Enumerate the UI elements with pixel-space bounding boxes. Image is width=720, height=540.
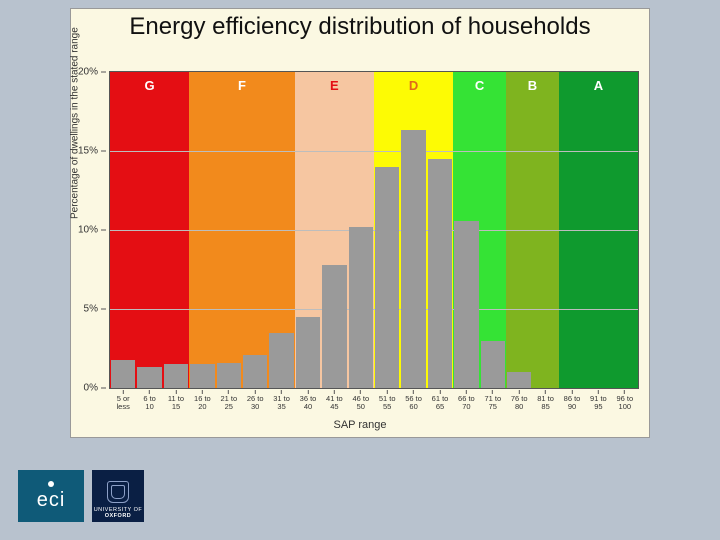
band-label-B: B: [506, 78, 559, 93]
plot-wrap: GFEDCBA0%5%10%15%20%5 orless6 to1011 to1…: [109, 71, 639, 389]
gridline: [110, 309, 638, 310]
x-tick: 66 to70: [453, 388, 479, 411]
histogram-bar: [137, 367, 161, 388]
x-tick: 61 to65: [427, 388, 453, 411]
oxford-crest-icon: [107, 481, 129, 503]
oxford-logo: UNIVERSITY OF OXFORD: [92, 470, 144, 522]
eci-logo: eci: [18, 470, 84, 522]
histogram-bar: [243, 355, 267, 388]
histogram-bar: [428, 159, 452, 388]
histogram-bar: [217, 363, 241, 388]
band-label-A: A: [559, 78, 638, 93]
x-tick: 16 to20: [189, 388, 215, 411]
histogram-bar: [296, 317, 320, 388]
x-tick: 91 to95: [585, 388, 611, 411]
x-tick: 96 to100: [612, 388, 638, 411]
x-tick: 56 to60: [400, 388, 426, 411]
chart-title: Energy efficiency distribution of househ…: [71, 9, 649, 41]
eci-dot-icon: [48, 481, 54, 487]
band-label-C: C: [453, 78, 506, 93]
band-label-G: G: [110, 78, 189, 93]
y-tick: 5%: [84, 304, 110, 315]
y-tick: 15%: [78, 146, 110, 157]
x-tick: 36 to40: [295, 388, 321, 411]
x-tick: 51 to55: [374, 388, 400, 411]
x-tick: 5 orless: [110, 388, 136, 411]
y-tick: 10%: [78, 225, 110, 236]
x-tick: 41 to45: [321, 388, 347, 411]
histogram-bar: [507, 372, 531, 388]
histogram-bar: [164, 364, 188, 388]
x-tick: 71 to75: [480, 388, 506, 411]
histogram-bar: [111, 360, 135, 388]
histogram-bar: [401, 130, 425, 388]
eci-logo-text: eci: [37, 489, 66, 512]
band-label-D: D: [374, 78, 453, 93]
gridline: [110, 151, 638, 152]
x-tick: 81 to85: [532, 388, 558, 411]
x-tick: 31 to35: [268, 388, 294, 411]
y-tick: 0%: [84, 383, 110, 394]
histogram-bar: [481, 341, 505, 388]
histogram-bar: [454, 221, 478, 388]
x-tick: 11 to15: [163, 388, 189, 411]
histogram-bar: [375, 167, 399, 388]
oxford-line2: OXFORD: [105, 513, 132, 519]
slide-root: Energy efficiency distribution of househ…: [0, 0, 720, 540]
x-tick: 86 to90: [559, 388, 585, 411]
plot-area: GFEDCBA0%5%10%15%20%5 orless6 to1011 to1…: [109, 71, 639, 389]
histogram-bar: [269, 333, 293, 388]
x-tick: 46 to50: [348, 388, 374, 411]
histogram-bar: [190, 364, 214, 388]
band-label-F: F: [189, 78, 295, 93]
x-tick: 21 to25: [216, 388, 242, 411]
histogram-bar: [349, 227, 373, 388]
gridline: [110, 230, 638, 231]
y-axis-label: Percentage of dwellings in the stated ra…: [70, 27, 81, 219]
band-label-E: E: [295, 78, 374, 93]
logo-row: eci UNIVERSITY OF OXFORD: [18, 470, 144, 522]
y-tick: 20%: [78, 67, 110, 78]
chart-card: Energy efficiency distribution of househ…: [70, 8, 650, 438]
x-tick: 26 to30: [242, 388, 268, 411]
x-tick: 6 to10: [136, 388, 162, 411]
x-tick: 76 to80: [506, 388, 532, 411]
histogram-bar: [322, 265, 346, 388]
x-axis-label: SAP range: [71, 419, 649, 431]
